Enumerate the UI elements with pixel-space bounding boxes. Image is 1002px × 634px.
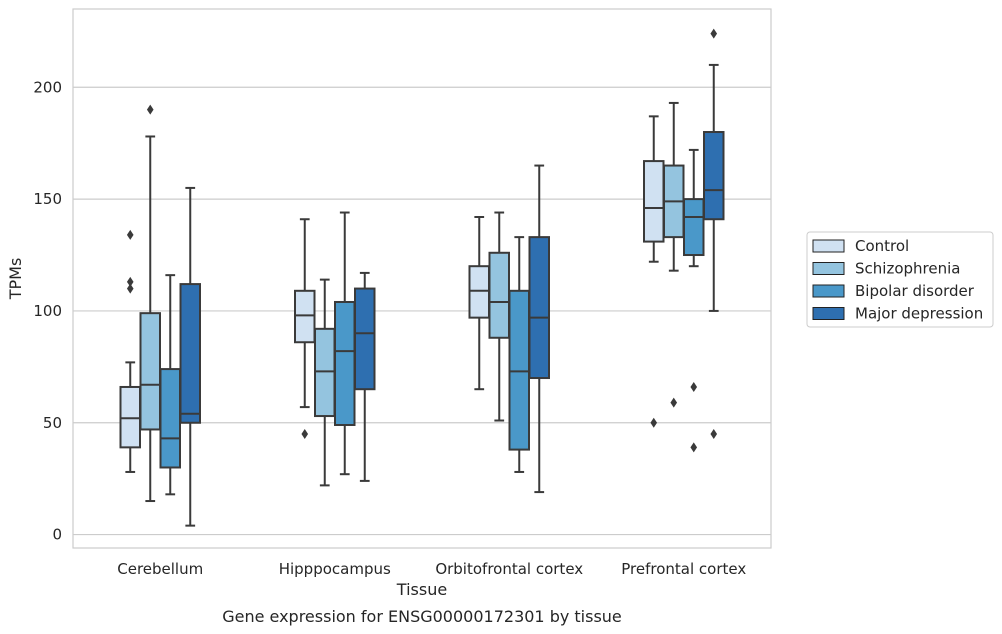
plot-frame [72, 8, 772, 549]
box-iqr [354, 287, 376, 391]
box-iqr [159, 368, 181, 469]
x-tick-label: Hipppocampus [279, 560, 391, 578]
box-iqr [119, 385, 141, 449]
outlier-point [690, 442, 698, 453]
box-major-depression [703, 28, 725, 439]
y-tick-label: 50 [43, 414, 62, 432]
box-control [643, 115, 665, 428]
box-iqr [683, 198, 705, 257]
legend-label: Bipolar disorder [855, 282, 975, 300]
box-bipolar-disorder [159, 274, 181, 496]
outlier-point [301, 428, 309, 439]
box-iqr [294, 289, 316, 344]
box-major-depression [528, 164, 550, 494]
legend-swatch [812, 239, 845, 253]
box-control [119, 229, 141, 473]
legend-swatch [812, 307, 845, 320]
box-schizophrenia [488, 211, 510, 422]
box-bipolar-disorder [334, 211, 356, 476]
x-tick-label: Prefrontal cortex [621, 560, 746, 578]
y-axis-ticks: 0 50 100 150 200 [33, 78, 62, 543]
chart-caption: Gene expression for ENSG00000172301 by t… [222, 607, 622, 626]
outlier-point [710, 28, 718, 39]
box-iqr [334, 300, 356, 426]
box-iqr [314, 327, 336, 418]
legend: Control Schizophrenia Bipolar disorder Majo… [806, 231, 994, 328]
box-iqr [179, 283, 201, 424]
legend-label: Schizophrenia [855, 260, 960, 278]
box-control [468, 215, 490, 391]
box-iqr [703, 131, 725, 221]
box-iqr [508, 289, 530, 451]
legend-swatch [812, 284, 845, 298]
y-tick-label: 200 [33, 78, 62, 96]
y-axis-label: TPMs [6, 258, 25, 301]
box-major-depression [179, 186, 201, 527]
box-groups [119, 28, 725, 527]
box-bipolar-disorder [683, 148, 705, 453]
outlier-point [650, 417, 658, 428]
box-iqr [139, 312, 161, 431]
box-iqr [643, 160, 665, 243]
box-bipolar-disorder [508, 236, 530, 473]
box-iqr [468, 265, 490, 319]
box-schizophrenia [663, 101, 685, 408]
outlier-point [146, 104, 154, 115]
box-iqr [488, 251, 510, 339]
box-major-depression [354, 271, 376, 482]
outlier-point [710, 428, 718, 439]
legend-frame [806, 231, 994, 328]
outlier-point [126, 229, 134, 240]
outlier-point [670, 397, 678, 408]
box-schizophrenia [139, 104, 161, 503]
legend-label: Major depression [855, 305, 983, 323]
legend-swatch [812, 262, 845, 275]
legend-label: Control [855, 237, 909, 255]
outlier-point [126, 276, 134, 287]
outlier-point [690, 381, 698, 392]
x-axis-ticks: Cerebellum Hipppocampus Orbitofrontal cort… [117, 560, 746, 578]
y-tick-label: 100 [33, 302, 62, 320]
y-tick-label: 0 [52, 526, 62, 544]
box-control [294, 218, 316, 439]
box-iqr [528, 236, 550, 380]
x-tick-label: Cerebellum [117, 560, 203, 578]
outlier-point [126, 283, 134, 294]
x-axis-label: Tissue [396, 580, 447, 599]
x-tick-label: Orbitofrontal cortex [435, 560, 583, 578]
y-tick-label: 150 [33, 190, 62, 208]
